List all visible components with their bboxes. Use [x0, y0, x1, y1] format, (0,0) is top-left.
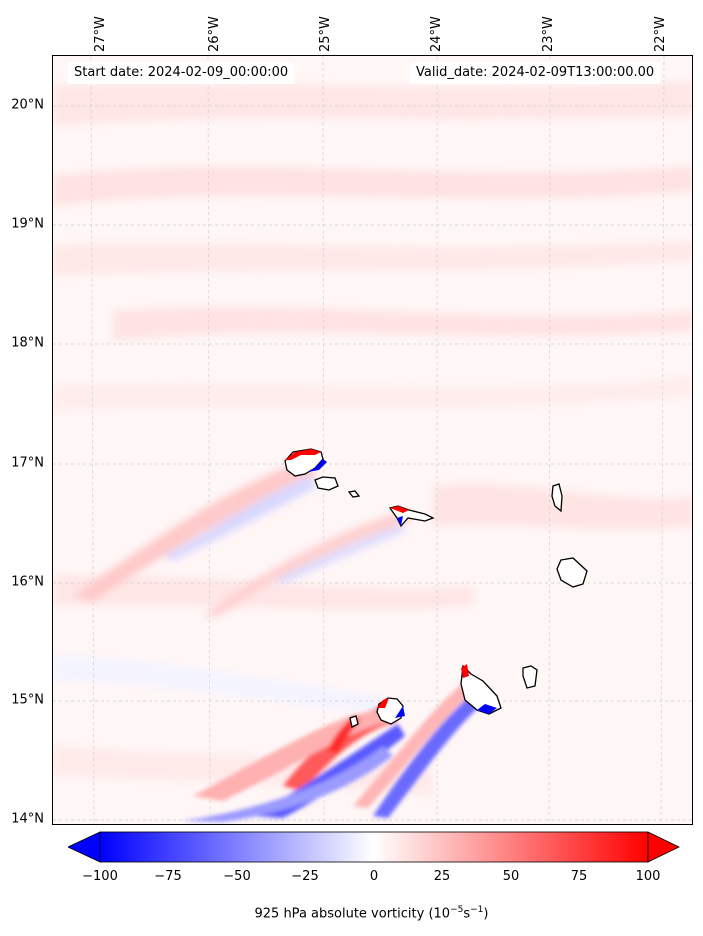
- lat-label-17n: 17°N: [11, 455, 44, 471]
- start-date-label: Start date: 2024-02-09_00:00:00: [68, 62, 295, 84]
- southern-wakes: [183, 676, 493, 822]
- colorbar-tick: −25: [291, 869, 319, 884]
- island-brava: [349, 715, 359, 728]
- island-sao-vicente: [314, 476, 339, 491]
- lat-label-20n: 20°N: [11, 97, 44, 113]
- valid-date-label: Valid_date: 2024-02-09T13:00:00.00: [410, 62, 661, 84]
- lon-label-22w: 22°W: [653, 16, 668, 52]
- colorbar-tick: −50: [223, 869, 251, 884]
- colorbar-tick: −75: [154, 869, 182, 884]
- lon-label-24w: 24°W: [429, 16, 444, 52]
- island-maio: [522, 665, 538, 689]
- background-streaks: [53, 81, 692, 796]
- lat-label-16n: 16°N: [11, 574, 44, 590]
- graticule: [53, 56, 692, 824]
- island-santiago: [460, 664, 502, 715]
- lat-label-15n: 15°N: [11, 692, 44, 708]
- lat-label-19n: 19°N: [11, 216, 44, 232]
- lat-label-14n: 14°N: [11, 811, 44, 827]
- vorticity-map: [53, 56, 692, 824]
- colorbar-tick: 50: [502, 869, 520, 884]
- colorbar: [68, 831, 680, 863]
- colorbar-tick: 25: [433, 869, 451, 884]
- island-santa-luzia: [347, 490, 361, 498]
- map-panel: [52, 55, 693, 825]
- colorbar-label: 925 hPa absolute vorticity (10−5s−1): [254, 905, 489, 922]
- colorbar-tick: 100: [635, 869, 661, 884]
- colorbar-tick: 0: [369, 869, 379, 884]
- lon-label-27w: 27°W: [93, 16, 108, 52]
- northern-wakes: [73, 461, 413, 616]
- island-sal: [551, 483, 563, 513]
- lon-label-25w: 25°W: [318, 16, 333, 52]
- lon-label-26w: 26°W: [207, 16, 222, 52]
- lat-label-18n: 18°N: [11, 335, 44, 351]
- island-boa-vista: [556, 557, 588, 588]
- colorbar-tick: 75: [570, 869, 588, 884]
- lon-label-23w: 23°W: [541, 16, 556, 52]
- colorbar-tick: −100: [82, 869, 118, 884]
- island-edge-vorticity: [285, 449, 497, 718]
